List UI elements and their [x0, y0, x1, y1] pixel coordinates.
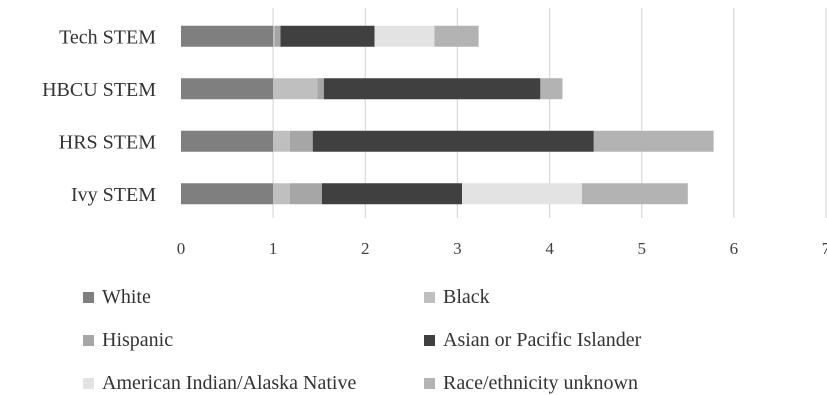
bar-segment	[581, 183, 688, 205]
bar-segment	[181, 25, 274, 47]
bar-segment	[434, 25, 479, 47]
bar-segment	[280, 25, 375, 47]
x-tick-labels: 0 1 2 3 4 5 6 7	[177, 239, 827, 258]
bar-segment	[274, 25, 281, 47]
bar-segment	[323, 78, 541, 100]
category-labels: Tech STEM HBCU STEM HRS STEM Ivy STEM	[42, 26, 156, 206]
x-tick-label: 3	[453, 239, 462, 258]
x-tick-label: 0	[177, 239, 186, 258]
x-tick-label: 5	[637, 239, 646, 258]
x-tick-label: 2	[361, 239, 370, 258]
bar-segment	[462, 183, 582, 205]
bar-segment	[273, 130, 290, 152]
bar-segment	[312, 130, 594, 152]
x-tick-label: 6	[730, 239, 739, 258]
bar-segment	[181, 183, 274, 205]
bar-segment	[273, 78, 318, 100]
category-label: HBCU STEM	[42, 79, 156, 101]
category-label: Tech STEM	[59, 26, 156, 48]
bar-segment	[289, 130, 313, 152]
bar-segment	[273, 183, 290, 205]
x-tick-label: 7	[822, 239, 827, 258]
bar-segment	[181, 78, 274, 100]
bar-segment	[181, 130, 274, 152]
x-tick-label: 1	[269, 239, 278, 258]
bar-segment	[289, 183, 322, 205]
category-label: HRS STEM	[59, 131, 156, 153]
bar-segment	[374, 25, 435, 47]
bar-segment	[317, 78, 324, 100]
bar-segment	[321, 183, 463, 205]
bar-segment	[540, 78, 563, 100]
bar-segment	[593, 130, 714, 152]
bar-segment	[273, 25, 275, 47]
category-label: Ivy STEM	[71, 184, 156, 206]
x-tick-label: 4	[545, 239, 554, 258]
bars	[181, 25, 714, 205]
